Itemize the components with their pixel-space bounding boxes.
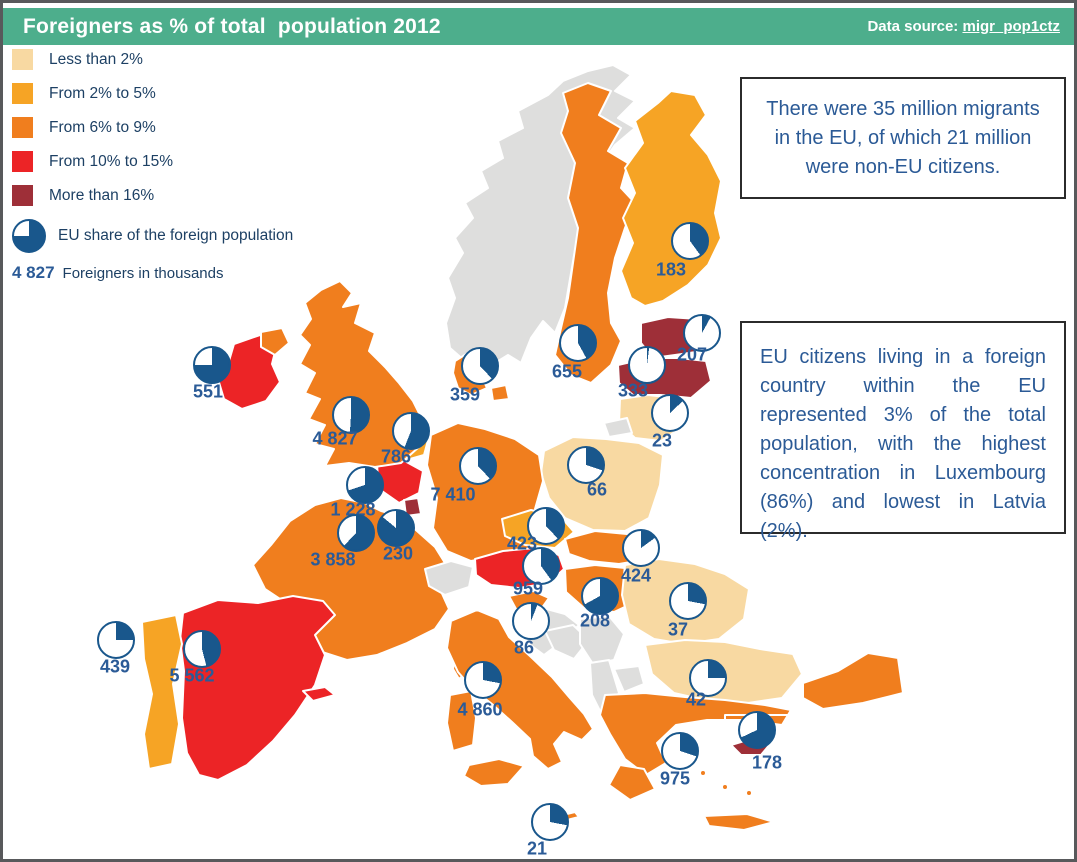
country-estonia <box>640 316 710 359</box>
country-sweden <box>554 82 636 384</box>
country-macedonia <box>613 665 645 693</box>
legend-value-example: 4 827 <box>12 263 55 282</box>
country-greece <box>599 692 792 776</box>
island-crete <box>703 813 775 831</box>
pie-chart-icon <box>12 219 46 253</box>
legend-item-gt16: More than 16% <box>12 185 293 206</box>
legend-item-2-5: From 2% to 5% <box>12 83 293 104</box>
callout-eu-citizens-share: EU citizens living in a foreign country … <box>740 321 1066 542</box>
legend-value-label: Foreigners in thousands <box>62 265 224 282</box>
island-sardinia <box>446 690 477 752</box>
country-finland <box>620 90 722 307</box>
legend-pie-item: EU share of the foreign population <box>12 219 293 253</box>
country-denmark <box>452 350 488 396</box>
legend-swatch <box>12 83 33 104</box>
legend-item-label: Less than 2% <box>49 50 143 68</box>
legend-pie-label: EU share of the foreign population <box>58 227 294 244</box>
island-sicily <box>463 758 525 787</box>
islands-balearic <box>302 686 336 702</box>
legend-item-lt2: Less than 2% <box>12 49 293 70</box>
legend-item-10-15: From 10% to 15% <box>12 151 293 172</box>
legend-value-item: 4 827 Foreigners in thousands <box>12 263 293 283</box>
island-cyprus <box>730 738 772 756</box>
country-portugal <box>141 614 183 770</box>
greek-island <box>745 789 753 797</box>
country-latvia <box>617 357 712 399</box>
country-united-kingdom <box>299 280 424 468</box>
country-switzerland <box>424 560 474 596</box>
region-peloponnese <box>608 764 656 801</box>
legend-swatch <box>12 151 33 172</box>
island-malta <box>562 811 580 821</box>
legend-item-label: From 2% to 5% <box>49 84 156 102</box>
region-turkey-thrace <box>802 652 904 710</box>
data-source-label: Data source: <box>867 18 959 35</box>
legend-swatch <box>12 49 33 70</box>
data-source: Data source: migr_pop1ctz <box>867 18 1074 35</box>
legend-swatch <box>12 117 33 138</box>
country-denmark-islands <box>490 384 510 402</box>
map-legend: Less than 2% From 2% to 5% From 6% to 9%… <box>12 49 293 283</box>
country-bosnia <box>544 624 590 660</box>
callout-migrants-total: There were 35 million migrants in the EU… <box>740 77 1066 199</box>
country-romania <box>621 558 750 645</box>
country-bulgaria <box>644 639 803 704</box>
greek-island <box>699 769 707 777</box>
page-title: Foreigners as % of total population 2012 <box>23 14 441 38</box>
country-luxembourg <box>403 497 422 517</box>
data-source-link[interactable]: migr_pop1ctz <box>962 18 1060 35</box>
country-slovakia <box>564 530 655 565</box>
legend-item-label: From 10% to 15% <box>49 152 174 170</box>
legend-item-label: More than 16% <box>49 186 155 204</box>
legend-item-6-9: From 6% to 9% <box>12 117 293 138</box>
country-spain <box>179 595 336 781</box>
greek-island <box>721 783 729 791</box>
country-serbia <box>579 615 625 665</box>
title-bar: Foreigners as % of total population 2012… <box>3 8 1074 45</box>
region-kaliningrad <box>603 417 633 438</box>
legend-swatch <box>12 185 33 206</box>
region-northern-ireland <box>260 327 290 356</box>
legend-item-label: From 6% to 9% <box>49 118 156 136</box>
